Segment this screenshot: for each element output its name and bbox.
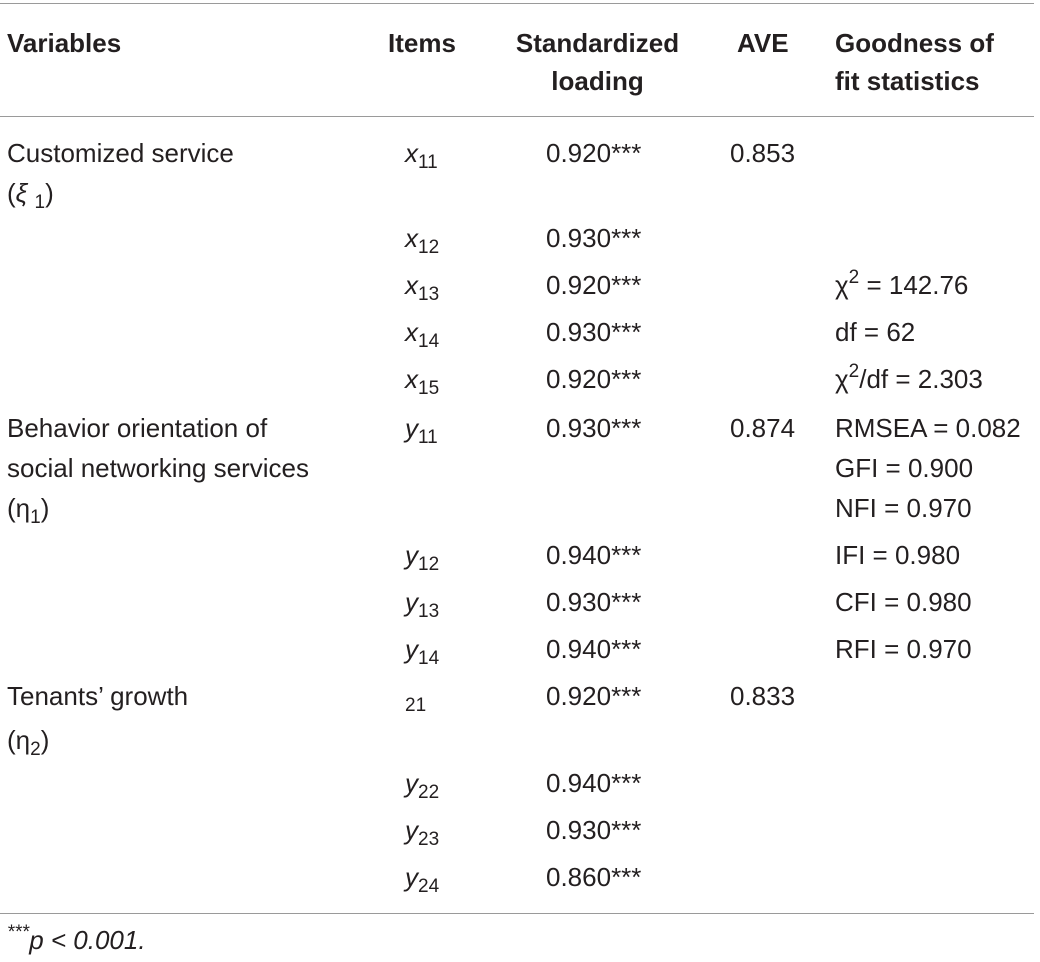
bottom-rule — [0, 913, 1034, 914]
header-fit-line2: fit statistics — [835, 66, 980, 96]
item-cell: x11 — [405, 138, 438, 173]
ave-cell: 0.853 — [730, 138, 796, 168]
item-cell: x15 — [405, 364, 440, 399]
fit-rmsea: RMSEA = 0.082 — [835, 413, 1021, 443]
loading-cell: 0.920*** — [546, 681, 642, 711]
header-fit-line1: Goodness of — [835, 28, 994, 58]
loading-cell: 0.920*** — [546, 270, 642, 300]
header-loading-line1: Standardized — [515, 28, 680, 58]
item-cell: x14 — [405, 317, 440, 352]
header-items: Items — [388, 28, 456, 58]
fit-chi-square-df: χ2/df = 2.303 — [835, 361, 983, 394]
variable-tenants-growth: Tenants’ growth — [7, 681, 189, 711]
loading-cell: 0.940*** — [546, 768, 642, 798]
item-cell: y12 — [405, 540, 440, 575]
ave-cell: 0.833 — [730, 681, 796, 711]
loading-cell: 0.940*** — [546, 634, 642, 664]
loading-cell: 0.920*** — [546, 364, 642, 394]
variable-behavior-symbol: (η1) — [7, 493, 50, 528]
loading-cell: 0.930*** — [546, 587, 642, 617]
fit-df: df = 62 — [835, 317, 916, 347]
header-ave: AVE — [737, 28, 789, 58]
fit-nfi: NFI = 0.970 — [835, 493, 972, 523]
top-rule — [0, 3, 1034, 4]
variable-customized-service-symbol: (ξ 1) — [7, 178, 54, 213]
item-cell: x13 — [405, 270, 440, 305]
item-cell: y14 — [405, 634, 440, 669]
fit-cfi: CFI = 0.980 — [835, 587, 972, 617]
item-cell: y11 — [405, 413, 438, 448]
variable-tenants-growth-symbol: (η2) — [7, 725, 50, 760]
loading-cell: 0.930*** — [546, 815, 642, 845]
item-cell: 21 — [405, 695, 427, 716]
loading-cell: 0.940*** — [546, 540, 642, 570]
loading-cell: 0.920*** — [546, 138, 642, 168]
item-cell: x12 — [405, 223, 440, 258]
item-cell: y23 — [405, 815, 440, 850]
fit-rfi: RFI = 0.970 — [835, 634, 972, 664]
loading-cell: 0.930*** — [546, 413, 642, 443]
variable-behavior-line2: social networking services — [7, 453, 310, 483]
header-loading-line2: loading — [551, 66, 644, 96]
loading-cell: 0.930*** — [546, 317, 642, 347]
item-cell: y24 — [405, 862, 440, 897]
header-variables: Variables — [7, 28, 122, 58]
fit-ifi: IFI = 0.980 — [835, 540, 961, 570]
item-cell: y22 — [405, 768, 440, 803]
header-rule — [0, 116, 1034, 117]
variable-customized-service: Customized service — [7, 138, 234, 168]
footnote: ***p < 0.001. — [7, 922, 146, 955]
item-cell: y13 — [405, 587, 440, 622]
loading-cell: 0.930*** — [546, 223, 642, 253]
fit-chi-square: χ2 = 142.76 — [835, 267, 969, 300]
fit-gfi: GFI = 0.900 — [835, 453, 974, 483]
loading-cell: 0.860*** — [546, 862, 642, 892]
variable-behavior-line1: Behavior orientation of — [7, 413, 268, 443]
ave-cell: 0.874 — [730, 413, 796, 443]
